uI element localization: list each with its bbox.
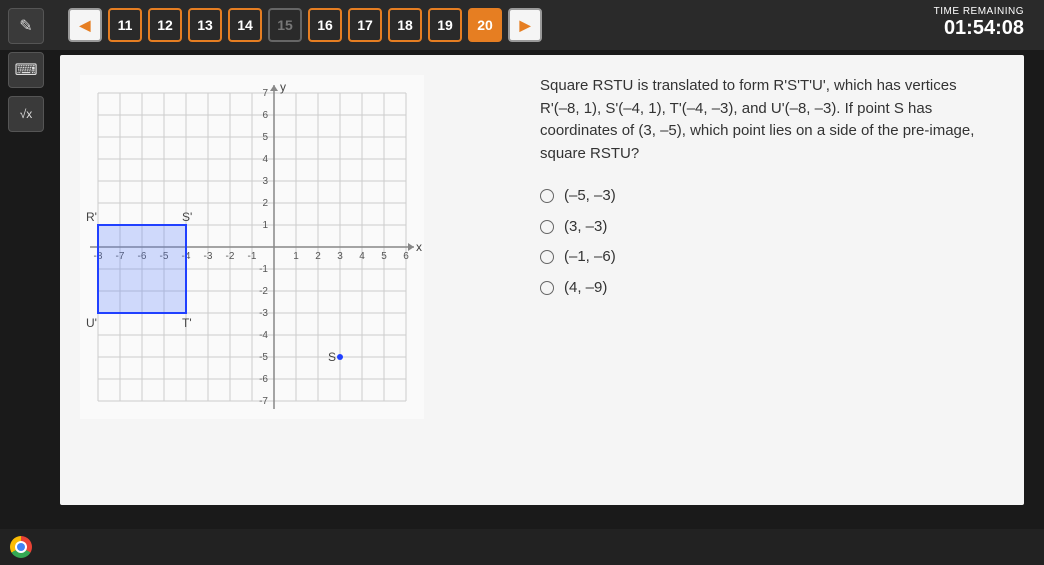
svg-text:S': S' [182,210,192,224]
svg-text:6: 6 [403,251,409,262]
question-panel: Square RSTU is translated to form R'S'T'… [520,75,1004,485]
radio-icon[interactable] [540,189,554,203]
question-nav-12[interactable]: 12 [148,8,182,42]
svg-text:-3: -3 [259,308,268,319]
calculator-tool[interactable]: ⌨ [8,52,44,88]
svg-text:-1: -1 [248,251,257,262]
svg-text:R': R' [86,210,97,224]
svg-text:-2: -2 [226,251,235,262]
answer-text: (3, –3) [564,216,607,239]
svg-text:x: x [416,240,422,254]
answer-text: (–1, –6) [564,246,616,269]
svg-text:-6: -6 [259,374,268,385]
question-nav: ◀ 11121314151617181920 ▶ [68,8,542,42]
radio-icon[interactable] [540,281,554,295]
question-nav-17[interactable]: 17 [348,8,382,42]
svg-text:-1: -1 [259,264,268,275]
svg-text:6: 6 [262,110,268,121]
question-nav-18[interactable]: 18 [388,8,422,42]
timer: TIME REMAINING 01:54:08 [934,6,1024,40]
timer-label: TIME REMAINING [934,6,1024,17]
svg-text:2: 2 [262,198,268,209]
svg-text:4: 4 [262,154,268,165]
svg-text:S: S [328,350,336,364]
svg-text:U': U' [86,316,97,330]
svg-text:7: 7 [262,88,268,99]
svg-text:3: 3 [262,176,268,187]
svg-text:1: 1 [262,220,268,231]
graph-panel: -8-7-6-5-4-3-2-1123456-7-6-5-4-3-2-11234… [80,75,520,485]
chrome-icon[interactable] [10,536,32,558]
answer-text: (–5, –3) [564,185,616,208]
svg-text:2: 2 [315,251,321,262]
coordinate-grid: -8-7-6-5-4-3-2-1123456-7-6-5-4-3-2-11234… [80,75,424,419]
question-nav-19[interactable]: 19 [428,8,462,42]
svg-text:T': T' [182,316,192,330]
taskbar [0,529,1044,565]
svg-text:5: 5 [262,132,268,143]
answer-option-1[interactable]: (3, –3) [540,216,984,239]
svg-text:-4: -4 [259,330,268,341]
svg-text:-5: -5 [259,352,268,363]
answer-option-3[interactable]: (4, –9) [540,277,984,300]
next-button[interactable]: ▶ [508,8,542,42]
answer-option-0[interactable]: (–5, –3) [540,185,984,208]
formula-tool[interactable]: √x [8,96,44,132]
prev-button[interactable]: ◀ [68,8,102,42]
question-text: Square RSTU is translated to form R'S'T'… [540,75,984,165]
svg-text:-2: -2 [259,286,268,297]
question-nav-11[interactable]: 11 [108,8,142,42]
content-panel: -8-7-6-5-4-3-2-1123456-7-6-5-4-3-2-11234… [60,55,1024,505]
question-nav-20[interactable]: 20 [468,8,502,42]
svg-text:3: 3 [337,251,343,262]
answer-option-2[interactable]: (–1, –6) [540,246,984,269]
answer-text: (4, –9) [564,277,607,300]
timer-value: 01:54:08 [934,17,1024,40]
question-nav-16[interactable]: 16 [308,8,342,42]
question-nav-14[interactable]: 14 [228,8,262,42]
svg-text:y: y [280,80,286,94]
svg-text:-7: -7 [259,396,268,407]
radio-icon[interactable] [540,220,554,234]
question-nav-15[interactable]: 15 [268,8,302,42]
svg-text:5: 5 [381,251,387,262]
svg-text:-3: -3 [204,251,213,262]
svg-text:1: 1 [293,251,299,262]
pencil-tool[interactable]: ✎ [8,8,44,44]
svg-text:4: 4 [359,251,365,262]
radio-icon[interactable] [540,250,554,264]
question-nav-13[interactable]: 13 [188,8,222,42]
